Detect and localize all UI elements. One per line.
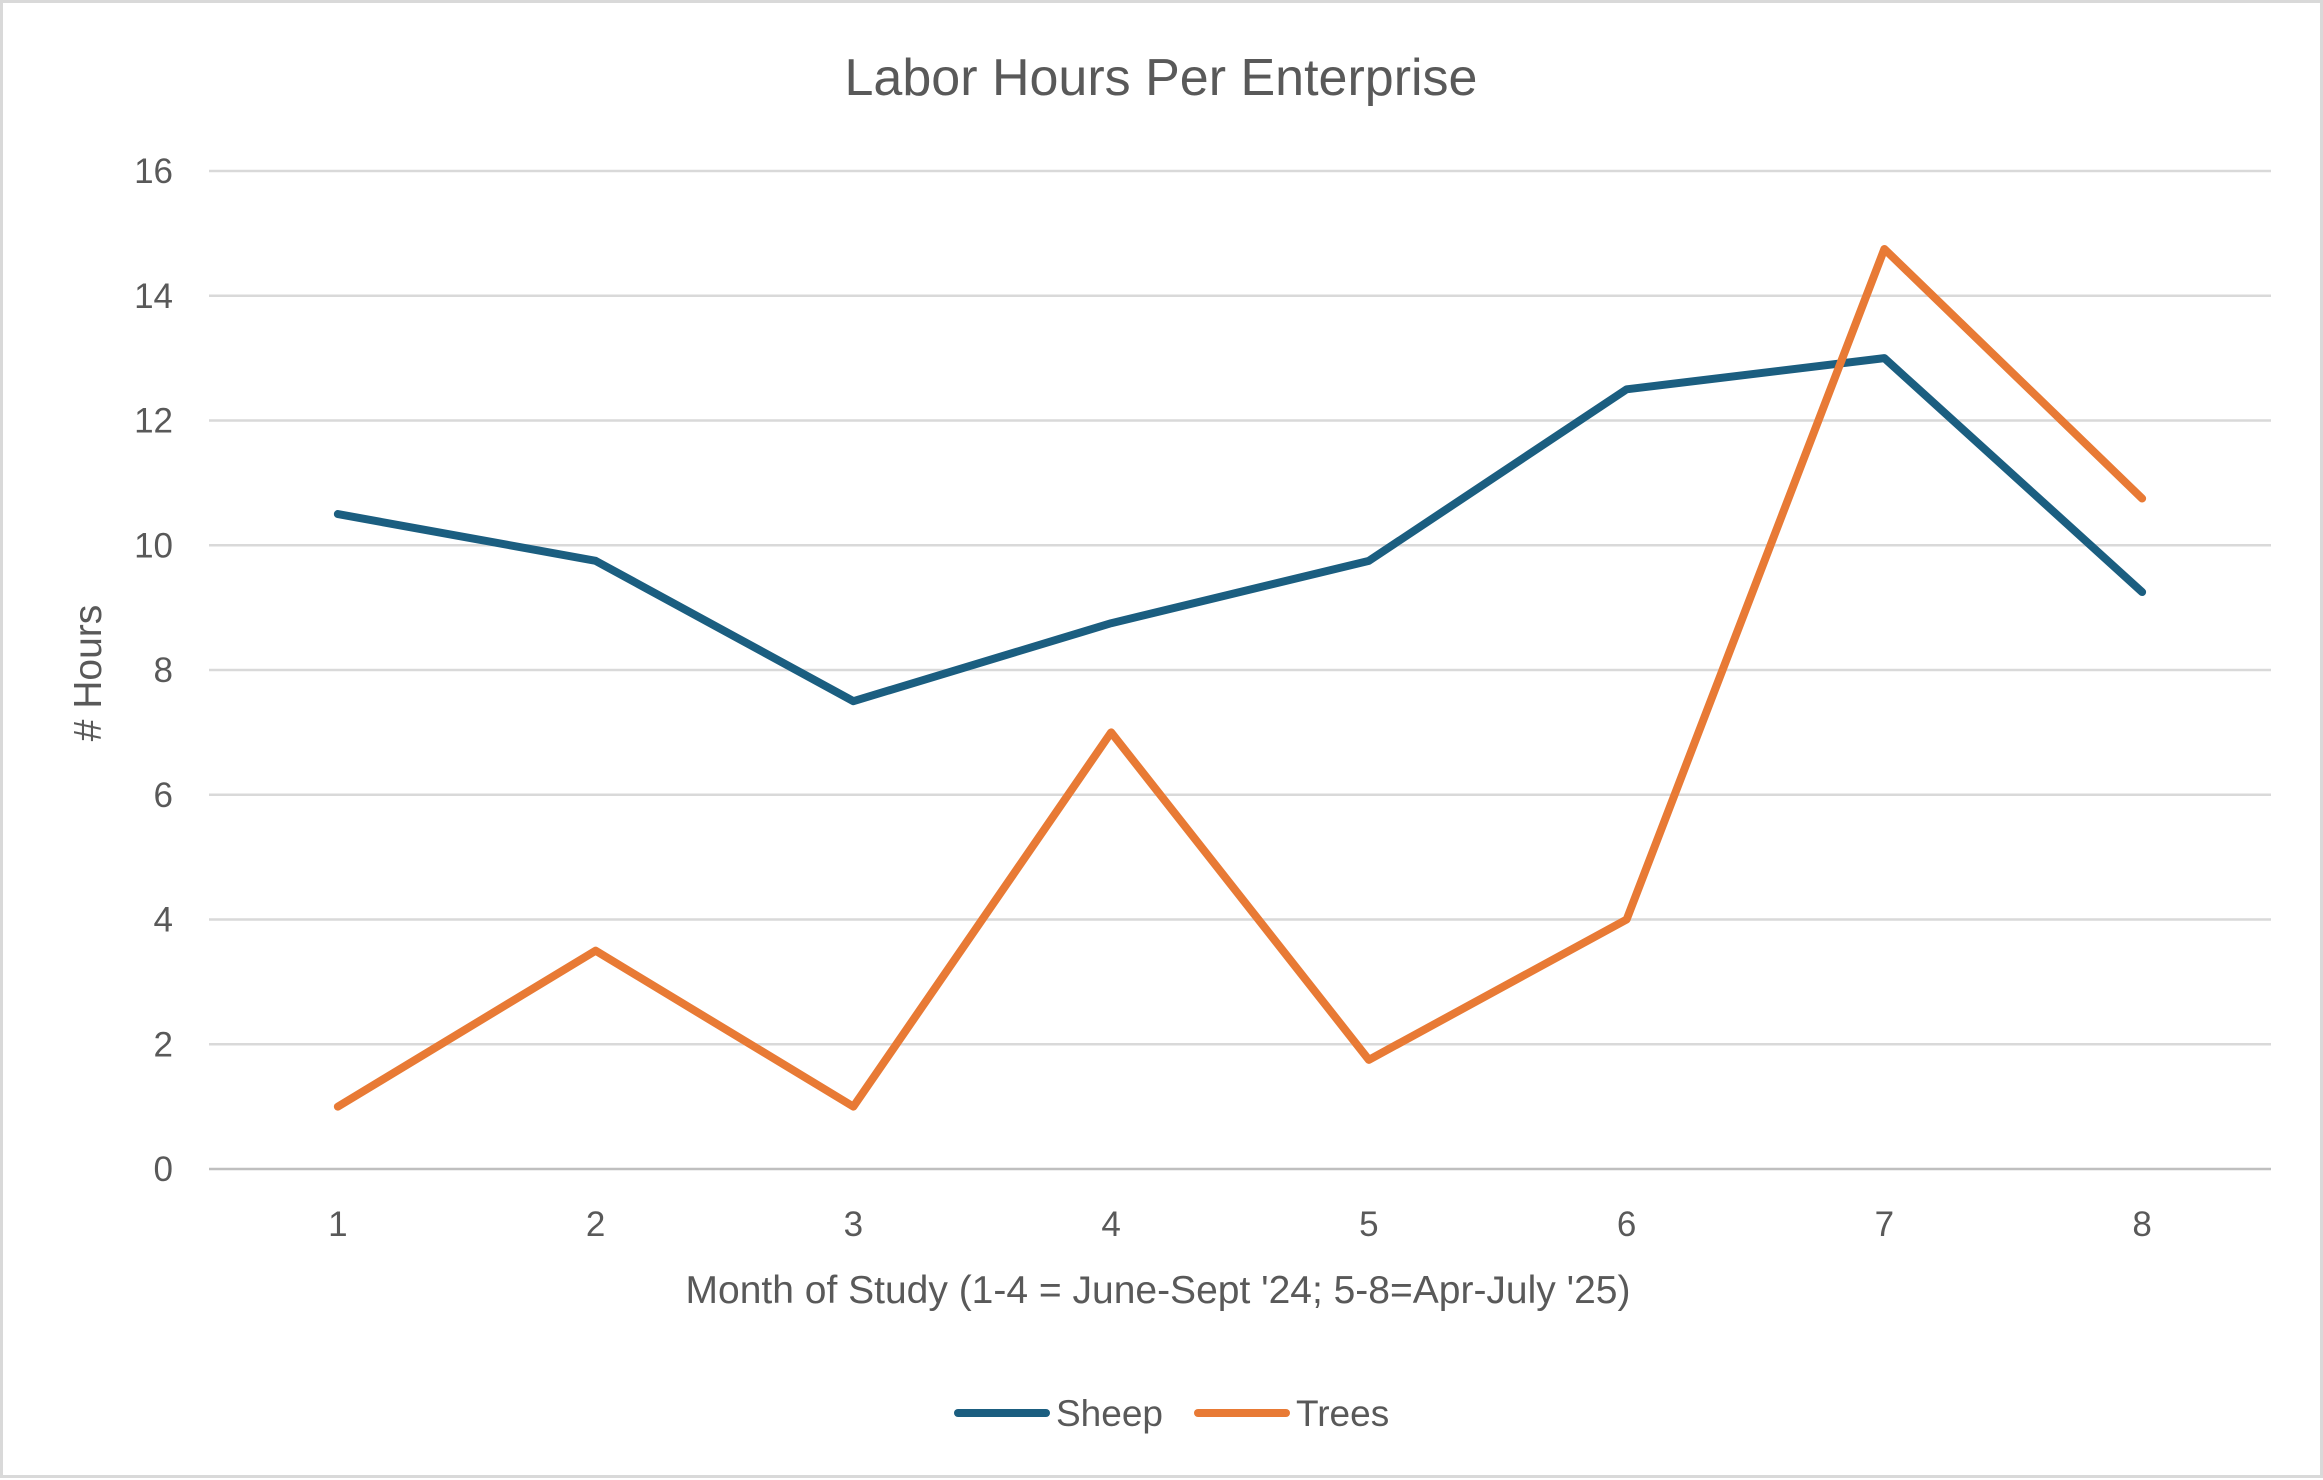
- x-tick-label: 4: [1101, 1205, 1120, 1244]
- line-chart: Labor Hours Per Enterprise 0246810121416…: [67, 49, 2271, 1434]
- x-tick-label: 6: [1617, 1205, 1636, 1244]
- y-tick-label: 0: [154, 1150, 173, 1189]
- y-tick-label: 4: [154, 901, 173, 940]
- y-tick-label: 16: [134, 152, 173, 191]
- y-tick-label: 8: [154, 651, 173, 690]
- series-lines: [333, 244, 2147, 1111]
- x-tick-label: 8: [2132, 1205, 2151, 1244]
- legend-label-trees: Trees: [1296, 1393, 1389, 1434]
- y-axis-title: # Hours: [67, 605, 110, 742]
- series-line-trees: [333, 244, 2147, 1111]
- x-tick-label: 3: [844, 1205, 863, 1244]
- legend: Sheep Trees: [954, 1393, 1389, 1434]
- y-tick-label: 14: [134, 277, 173, 316]
- chart-title: Labor Hours Per Enterprise: [845, 49, 1478, 107]
- y-tick-label: 10: [134, 526, 173, 565]
- x-axis-tick-labels: 1 2 3 4 5 6 7 8: [328, 1205, 2152, 1244]
- y-tick-label: 12: [134, 402, 173, 441]
- x-axis-title: Month of Study (1-4 = June-Sept '24; 5-8…: [686, 1269, 1631, 1312]
- x-tick-label: 7: [1875, 1205, 1894, 1244]
- legend-label-sheep: Sheep: [1056, 1393, 1163, 1434]
- y-tick-label: 2: [154, 1025, 173, 1064]
- x-tick-label: 5: [1359, 1205, 1378, 1244]
- series-line-sheep: [333, 354, 2147, 706]
- y-axis-tick-labels: 0 2 4 6 8 10 12 14 16: [134, 152, 173, 1189]
- x-tick-label: 2: [586, 1205, 605, 1244]
- gridlines: [209, 169, 2271, 1171]
- x-tick-label: 1: [328, 1205, 347, 1244]
- y-tick-label: 6: [154, 776, 173, 815]
